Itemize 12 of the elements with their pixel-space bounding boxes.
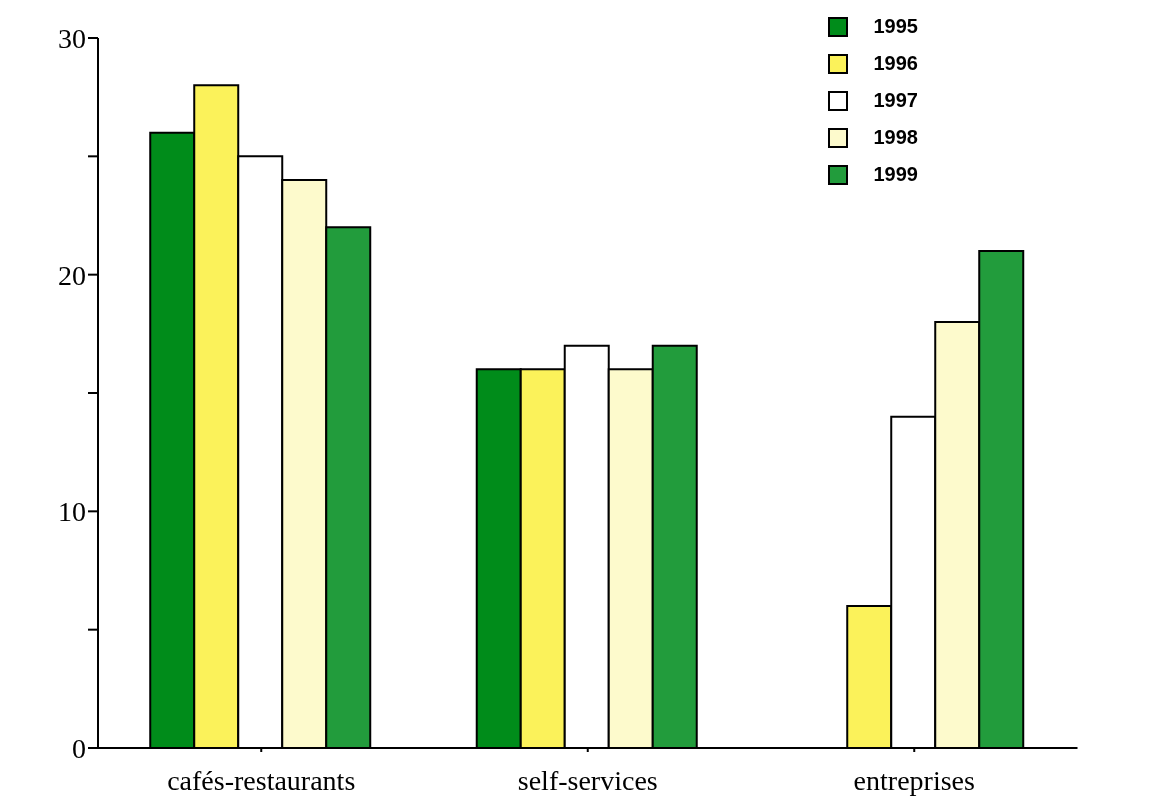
x-tick-label: cafés-restaurants xyxy=(167,764,356,796)
legend-label: 1995 xyxy=(873,15,918,38)
x-tick-label: entreprises xyxy=(853,764,975,796)
y-tick-label: 20 xyxy=(58,259,86,291)
legend-label: 1999 xyxy=(873,163,918,186)
y-tick-label: 30 xyxy=(58,22,86,54)
legend-label: 1997 xyxy=(873,89,918,112)
x-tick-label: self-services xyxy=(517,764,658,796)
y-tick-label: 10 xyxy=(58,496,86,528)
legend-label: 1998 xyxy=(873,126,918,149)
y-tick-label: 0 xyxy=(72,732,86,764)
legend-label: 1996 xyxy=(873,52,918,75)
